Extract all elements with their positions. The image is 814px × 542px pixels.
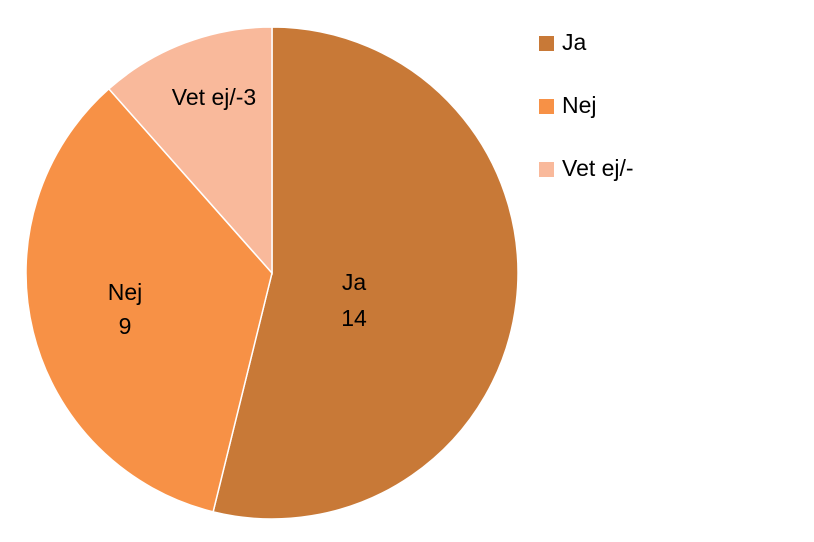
pie-slice (107, 26, 273, 275)
legend-swatch (539, 36, 554, 51)
data-label-value: 3 (243, 84, 256, 110)
data-label-category: Ja (342, 269, 367, 295)
legend-label: Vet ej/- (562, 155, 634, 181)
data-label-value: 9 (119, 313, 132, 339)
data-label-category: Nej (108, 279, 143, 305)
data-label-value: 14 (341, 305, 367, 331)
data-label: Vet ej/-3 (172, 84, 256, 110)
pie-slice (25, 87, 273, 513)
data-label-category: Vet ej/- (172, 84, 244, 110)
legend-label: Ja (562, 29, 587, 55)
legend-swatch (539, 162, 554, 177)
legend-swatch (539, 99, 554, 114)
pie-slice (212, 26, 519, 520)
legend-label: Nej (562, 92, 597, 118)
